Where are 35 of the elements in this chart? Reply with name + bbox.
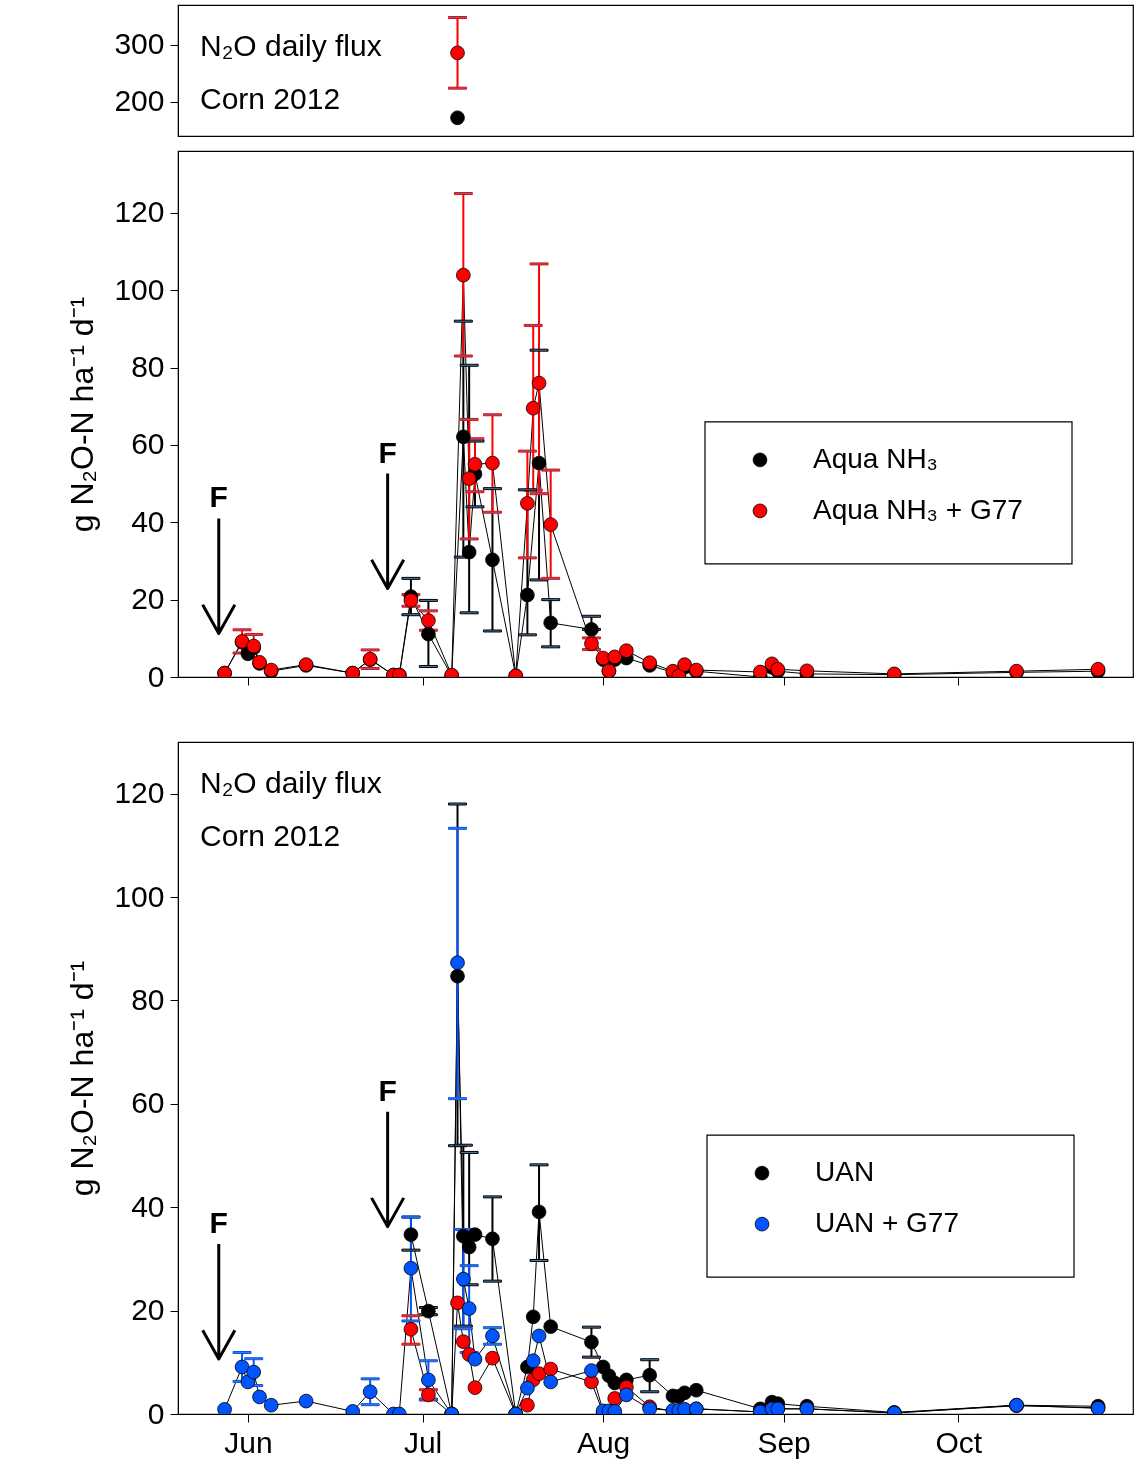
y-tick-label: 200 (114, 84, 165, 118)
y-tick-label: 300 (114, 27, 165, 61)
y-tick-label: 20 (131, 1293, 165, 1327)
y-tick-label: 0 (147, 1396, 165, 1430)
legend-label: Aqua NH₃ + G77 (813, 493, 1023, 525)
y-tick-label: 0 (147, 659, 165, 693)
y-tick-label: 20 (131, 582, 165, 616)
y-axis-title: g N₂O-N ha⁻¹ d⁻¹ (64, 960, 101, 1197)
ref-line-label: F (378, 1073, 397, 1107)
legend-label: Aqua NH₃ (813, 442, 939, 474)
annotation: N₂O daily flux (200, 766, 382, 799)
legend-label: UAN + G77 (815, 1207, 959, 1239)
legend-label: UAN (815, 1156, 875, 1188)
annotation: Corn 2012 (200, 82, 341, 115)
y-tick-label: 60 (131, 427, 165, 461)
annotation: Corn 2012 (200, 819, 341, 852)
x-tick-label: Jul (403, 1425, 443, 1459)
y-tick-label: 100 (114, 272, 165, 306)
y-axis-title: g N₂O-N ha⁻¹ d⁻¹ (64, 296, 101, 533)
y-tick-label: 120 (114, 195, 165, 229)
annotation: N₂O daily flux (200, 29, 382, 62)
x-tick-label: Aug (576, 1425, 631, 1459)
y-tick-label: 100 (114, 879, 165, 913)
x-tick-label: Sep (757, 1425, 811, 1459)
y-tick-label: 40 (131, 1189, 165, 1223)
y-tick-label: 120 (114, 776, 165, 810)
x-tick-label: Jun (224, 1425, 273, 1459)
y-tick-label: 40 (131, 504, 165, 538)
y-tick-label: 60 (131, 1086, 165, 1120)
ref-line-label: F (378, 435, 397, 469)
x-tick-label: Oct (935, 1425, 983, 1459)
y-tick-label: 80 (131, 982, 165, 1016)
y-tick-label: 80 (131, 350, 165, 384)
ref-line-label: F (209, 1205, 228, 1239)
ref-line-label: F (209, 480, 228, 514)
